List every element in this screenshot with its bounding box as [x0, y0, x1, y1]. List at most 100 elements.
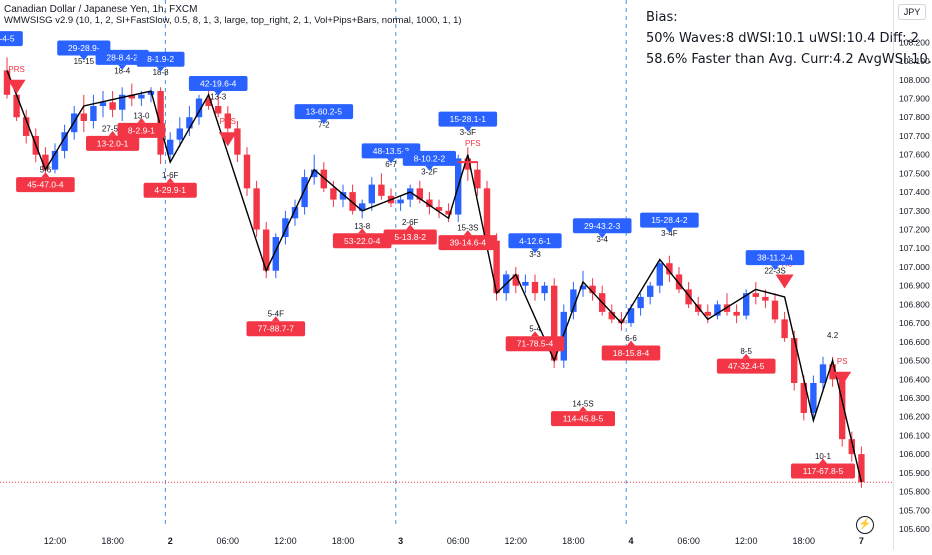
x-tick-label: 7 — [859, 536, 864, 546]
candle-body — [349, 192, 356, 211]
candle-body — [407, 188, 414, 200]
wave-up-box-text: 38-11.2-4 — [757, 253, 793, 263]
y-tick-label: 105.800 — [899, 487, 930, 497]
x-tick-label: 18:00 — [793, 536, 816, 546]
x-tick-label: 4 — [628, 536, 633, 546]
wave-up-box — [136, 51, 185, 67]
candle-body — [138, 94, 145, 99]
wave-up-box — [572, 218, 632, 234]
wave-box-pointer — [137, 117, 146, 123]
wave-up-box-text: 15-28.4-2 — [651, 215, 688, 225]
candle-body — [839, 379, 846, 440]
wave-down-box-text: 39-14.6-4 — [450, 238, 487, 248]
wave-down-box-text: 71-78.5-4 — [517, 339, 554, 349]
wave-sub-label: 8-5 — [740, 347, 752, 356]
x-tick-label: 18:00 — [332, 536, 355, 546]
candle-body — [263, 229, 270, 271]
signal-label: PS — [837, 357, 848, 366]
indicator-legend[interactable]: WMWSISG v2.9 (10, 1, 2, SI+FastSlow, 0.5… — [4, 15, 462, 26]
wave-sub-label: 3-4F — [661, 229, 678, 238]
candle-body — [416, 188, 423, 200]
candle-body — [522, 281, 529, 286]
wave-box-pointer — [742, 353, 751, 359]
candle-body — [291, 207, 299, 219]
wave-up-box-text: 28-8.4-2 — [106, 52, 138, 62]
x-tick-label: 18:00 — [562, 536, 585, 546]
wave-box-pointer — [627, 340, 635, 346]
wave-up-box-text: 13-60.2-5 — [306, 107, 343, 117]
candle-body — [243, 154, 251, 189]
wave-sub-label: 3-2F — [421, 167, 438, 176]
wave-down-box — [246, 321, 306, 337]
wave-down-box — [86, 135, 140, 151]
candle-body — [637, 296, 644, 309]
wave-box-pointer — [463, 230, 472, 236]
candle-body — [426, 199, 433, 208]
candle-body — [531, 281, 539, 294]
signal-down-arrow — [218, 132, 237, 147]
wave-down-box-text: 45-47.0-4 — [27, 180, 64, 190]
y-tick-label: 107.300 — [899, 206, 930, 216]
y-tick-label: 107.800 — [899, 112, 930, 122]
x-tick-label: 18:00 — [101, 536, 124, 546]
candle-body — [253, 188, 260, 230]
x-tick-label: 06:00 — [217, 536, 240, 546]
wave-sub-label: 13-8 — [354, 222, 371, 231]
wave-sub-label: 6-7 — [385, 160, 397, 169]
wave-box-pointer — [118, 64, 127, 70]
wave-down-box — [438, 235, 498, 251]
wave-up-box-text: 15-28.1-1 — [450, 114, 487, 124]
wave-sub-label: 27-5S — [102, 124, 123, 133]
wave-up-box — [508, 233, 562, 249]
signal-label: PFS — [465, 139, 481, 148]
wave-up-box — [640, 212, 699, 228]
y-tick-label: 105.900 — [899, 468, 930, 478]
wave-down-box — [117, 122, 166, 138]
wave-box-pointer — [214, 91, 223, 97]
wave-up-box — [438, 111, 498, 127]
wave-sub-label: 3-3F — [460, 128, 477, 137]
x-tick-label: 12:00 — [505, 536, 528, 546]
candle-body — [752, 293, 759, 297]
candle-body — [743, 293, 750, 316]
candle-body — [781, 319, 788, 339]
bias-line-1: 50% Waves:8 dWSI:10.1 uWSI:10.4 Diff:.2 — [646, 31, 919, 46]
symbol-title[interactable]: Canadian Dollar / Japanese Yen, 1h, FXCM — [4, 4, 198, 15]
y-tick-label: 107.400 — [899, 187, 930, 197]
wave-down-box-text: 5-13.8-2 — [394, 232, 426, 242]
candle-body — [618, 319, 625, 324]
lightning-icon[interactable]: ⚡ — [856, 516, 874, 534]
candle-body — [627, 308, 635, 324]
y-tick-label: 106.600 — [899, 337, 930, 347]
wave-down-box — [551, 411, 615, 427]
signal-down-arrow — [775, 274, 794, 289]
signal-down-arrow — [833, 371, 852, 386]
wave-down-box — [505, 336, 565, 352]
candle-body — [848, 439, 855, 455]
wave-down-box-text: 114-45.8-5 — [563, 414, 604, 424]
wave-box-pointer — [665, 227, 674, 233]
candle-body — [435, 207, 443, 211]
x-tick-label: 12:00 — [44, 536, 67, 546]
candle-body — [301, 177, 308, 208]
wave-up-box — [188, 76, 248, 92]
candle-body — [167, 139, 174, 155]
candle-body — [378, 184, 385, 196]
candle-body — [215, 105, 222, 114]
y-tick-label: 107.700 — [899, 131, 930, 141]
currency-badge[interactable]: JPY — [898, 4, 926, 20]
x-tick-label: 12:00 — [735, 536, 758, 546]
x-tick-label: 2 — [168, 536, 173, 546]
wave-sub-label: 13-3 — [210, 93, 227, 102]
candle-body — [13, 94, 20, 118]
wave-box-pointer — [406, 224, 415, 230]
wave-sub-label: 18-8 — [153, 68, 170, 77]
candle-body — [368, 184, 375, 204]
wave-down-box — [791, 463, 855, 479]
candle-body — [704, 311, 711, 316]
signal-down-arrow — [7, 79, 26, 94]
candle-body — [80, 113, 87, 121]
wave-box-pointer — [166, 177, 175, 183]
